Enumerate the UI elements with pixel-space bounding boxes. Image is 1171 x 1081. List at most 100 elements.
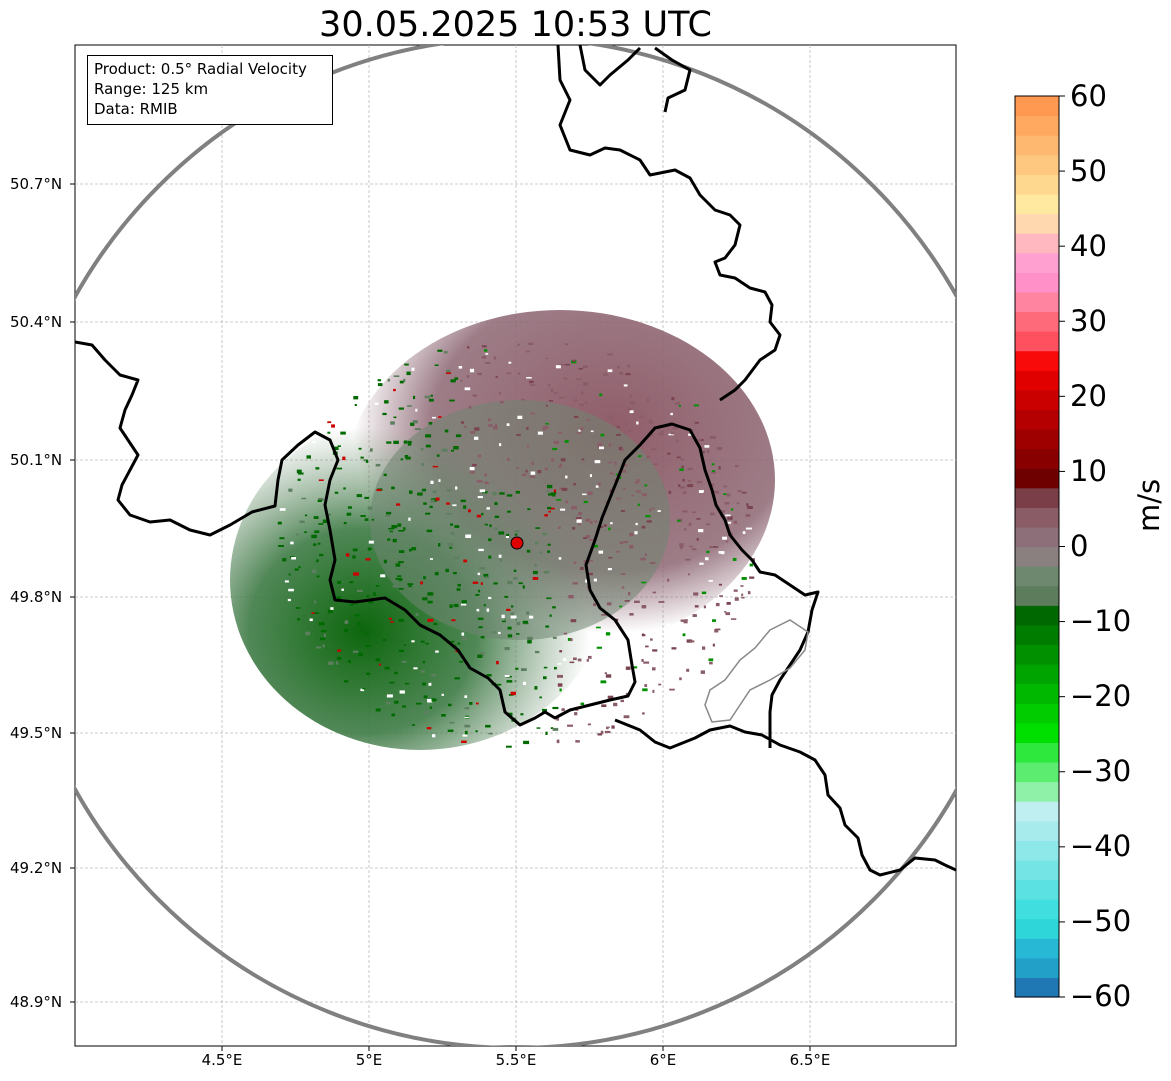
echo-speckle — [550, 727, 554, 729]
echo-speckle — [312, 441, 316, 443]
velocity-echoes — [230, 310, 775, 750]
echo-speckle — [687, 480, 691, 482]
echo-speckle — [515, 667, 519, 670]
echo-speckle — [506, 608, 511, 611]
echo-speckle — [446, 502, 450, 505]
echo-speckle — [556, 717, 559, 721]
echo-speckle — [667, 452, 671, 455]
echo-speckle — [279, 508, 286, 511]
echo-speckle — [425, 434, 432, 438]
echo-speckle — [619, 541, 624, 545]
echo-speckle — [601, 614, 607, 616]
echo-speckle — [367, 506, 373, 510]
echo-speckle — [433, 622, 438, 626]
echo-speckle — [425, 642, 429, 645]
echo-speckle — [391, 713, 395, 717]
echo-speckle — [423, 576, 426, 580]
echo-speckle — [698, 490, 704, 493]
echo-speckle — [445, 512, 452, 515]
echo-speckle — [477, 654, 483, 658]
echo-speckle — [711, 471, 717, 474]
echo-speckle — [318, 622, 325, 626]
echo-speckle — [652, 667, 656, 671]
echo-speckle — [569, 661, 575, 664]
echo-speckle — [476, 702, 479, 705]
echo-speckle — [411, 367, 415, 371]
echo-speckle — [718, 466, 721, 470]
colorbar-tick-label: −30 — [1070, 754, 1132, 788]
echo-speckle — [530, 471, 536, 475]
echo-speckle — [641, 493, 648, 497]
echo-speckle — [411, 709, 415, 713]
echo-speckle — [571, 505, 578, 510]
echo-speckle — [696, 480, 703, 484]
echo-speckle — [746, 598, 752, 601]
echo-speckle — [554, 392, 558, 394]
echo-speckle — [450, 531, 455, 535]
colorbar-segment — [1015, 664, 1059, 685]
echo-speckle — [488, 732, 493, 735]
echo-speckle — [558, 432, 562, 434]
colorbar-segment — [1015, 644, 1059, 665]
echo-speckle — [607, 369, 613, 373]
echo-speckle — [320, 637, 326, 641]
echo-speckle — [580, 427, 584, 431]
echo-speckle — [618, 637, 621, 640]
echo-speckle — [535, 527, 540, 529]
echo-speckle — [608, 461, 613, 464]
echo-speckle — [461, 740, 467, 743]
colorbar-segment — [1015, 526, 1059, 548]
echo-speckle — [582, 365, 588, 369]
echo-speckle — [415, 613, 419, 616]
echo-speckle — [481, 512, 484, 516]
echo-speckle — [343, 487, 346, 490]
echo-speckle — [478, 626, 483, 629]
echo-speckle — [508, 712, 513, 716]
echo-speckle — [671, 397, 675, 401]
echo-speckle — [617, 365, 620, 369]
echo-speckle — [709, 512, 715, 516]
colorbar-segment — [1015, 781, 1059, 802]
echo-speckle — [567, 638, 572, 641]
echo-speckle — [323, 633, 326, 637]
echo-speckle — [388, 617, 392, 620]
echo-speckle — [370, 448, 373, 452]
echo-speckle — [630, 401, 635, 403]
echo-speckle — [678, 484, 681, 487]
echo-speckle — [606, 726, 610, 730]
echo-speckle — [322, 519, 329, 523]
echo-speckle — [396, 503, 401, 506]
echo-speckle — [684, 528, 687, 531]
echo-speckle — [590, 430, 594, 433]
echo-speckle — [537, 431, 543, 435]
echo-speckle — [706, 523, 711, 526]
echo-speckle — [711, 470, 716, 473]
echo-speckle — [353, 396, 359, 400]
echo-speckle — [573, 681, 578, 685]
echo-speckle — [586, 659, 589, 662]
colorbar-segment — [1015, 252, 1059, 273]
echo-speckle — [522, 620, 528, 624]
echo-speckle — [601, 704, 607, 707]
colorbar-tick-label: 10 — [1070, 454, 1107, 488]
echo-speckle — [559, 396, 565, 399]
echo-speckle — [457, 583, 461, 587]
echo-speckle — [461, 600, 467, 604]
echo-speckle — [295, 607, 301, 609]
echo-speckle — [641, 633, 644, 637]
map-title: 30.05.2025 10:53 UTC — [319, 5, 712, 45]
echo-speckle — [573, 399, 578, 402]
echo-speckle — [630, 402, 635, 405]
echo-speckle — [311, 534, 317, 539]
echo-speckle — [445, 568, 449, 573]
echo-speckle — [304, 531, 307, 533]
echo-speckle — [415, 408, 418, 412]
echo-speckle — [642, 712, 645, 715]
colorbar-tick-label: 0 — [1070, 529, 1089, 563]
echo-speckle — [507, 580, 513, 585]
echo-speckle — [635, 481, 640, 484]
echo-speckle — [629, 532, 634, 537]
echo-speckle — [691, 548, 697, 551]
echo-speckle — [561, 708, 565, 712]
echo-speckle — [640, 415, 644, 418]
